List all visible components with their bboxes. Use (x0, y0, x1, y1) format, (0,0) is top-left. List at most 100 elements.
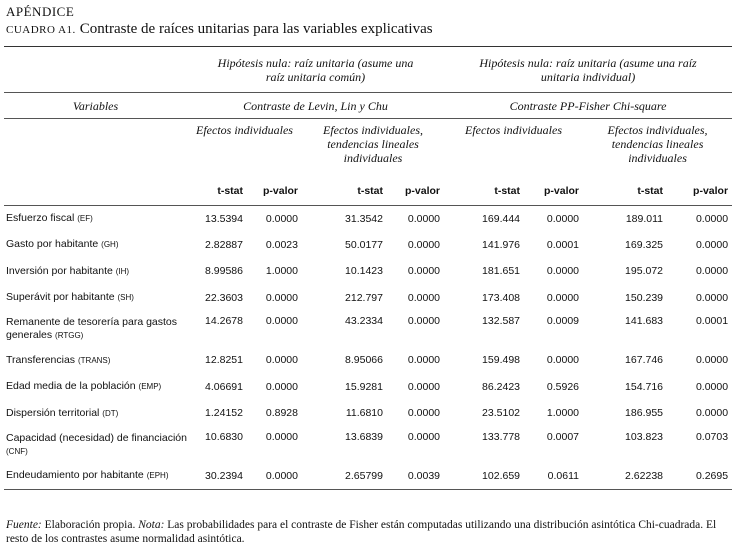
value-cell: 0.0000 (546, 354, 580, 367)
value-cell: 31.3542 (345, 212, 383, 225)
header: APÉNDICE CUADRO A1. Contraste de raíces … (6, 4, 433, 38)
value-cell: 4.06691 (205, 380, 243, 393)
footer: Fuente: Elaboración propia. Nota: Las pr… (6, 518, 736, 546)
data-row: Inversión por habitante (IH) 8.99586 1.000… (4, 258, 732, 285)
source: Elaboración propia. (44, 519, 136, 531)
value-cell: 0.0000 (695, 212, 729, 225)
variable-cell: Remanente de tesorería para gastos gener… (4, 311, 187, 347)
variable-name: Transferencias (6, 353, 76, 366)
value-cell: 103.823 (625, 430, 664, 443)
table-head: Hipótesis nula: raíz unitaria (asume una… (4, 46, 733, 206)
sub-header: Efectos individuales (465, 123, 562, 137)
value-cell: 0.0000 (695, 407, 729, 420)
variable-name: Remanente de tesorería para gastos gener… (6, 316, 178, 341)
value-cell: 0.0000 (546, 212, 580, 225)
value-cell: 0.0000 (265, 291, 298, 304)
empty-cell (4, 176, 187, 206)
column-header: t-stat (583, 176, 668, 206)
value-cell: 0.0000 (407, 430, 441, 443)
note: Las probabilidades para el contraste de … (6, 519, 717, 545)
value-cell: 12.8251 (205, 354, 243, 367)
value-cell: 154.716 (625, 380, 664, 393)
header-row: t-stat p-valor t-stat p-valor t-stat p-valor t… (4, 176, 733, 206)
sub-header: Efectos individuales (196, 123, 293, 137)
variable-cell: Inversión por habitante (IH) (4, 258, 187, 285)
column-header: p-valor (247, 176, 302, 206)
empty-cell (4, 46, 187, 93)
value-cell: 86.2423 (482, 380, 521, 393)
value-cell: 133.778 (482, 430, 521, 443)
value-cell: 0.0000 (407, 315, 441, 327)
variable-name: Dispersión territorial (6, 406, 100, 419)
value-cell: 159.498 (482, 354, 521, 367)
data-row: Superávit por habitante (SH) 22.3603 0.000… (4, 285, 732, 312)
variable-abbr: (SH) (117, 293, 134, 303)
data-row: Endeudamiento por habitante (EPH) 30.2394… (4, 462, 733, 490)
variable-cell: Dispersión territorial (DT) (4, 400, 187, 427)
value-cell: 0.0000 (407, 354, 441, 367)
column-header: p-valor (387, 176, 445, 206)
table-body: Esfuerzo fiscal (EF) 13.5394 0.0000 31.3542… (4, 205, 733, 490)
value-cell: 0.0000 (407, 265, 441, 278)
column-header: t-stat (302, 176, 387, 206)
variable-cell: Capacidad (necesidad) de financiación (C… (4, 427, 187, 463)
data-row: Remanente de tesorería para gastos gener… (4, 311, 732, 347)
value-cell: 0.0000 (265, 354, 298, 367)
data-row: Gasto por habitante (GH) 2.82887 0.0023 50.… (4, 232, 732, 259)
value-cell: 169.444 (482, 212, 521, 225)
data-row: Esfuerzo fiscal (EF) 13.5394 0.0000 31.3542… (4, 205, 732, 232)
data-row: Transferencias (TRANS) 12.8251 0.0000 8.950… (4, 347, 732, 374)
header-row: Efectos individuales Efectos individuales… (4, 119, 732, 177)
value-cell: 0.0009 (546, 315, 580, 327)
value-cell: 212.797 (345, 291, 383, 304)
variable-cell: Edad media de la población (EMP) (4, 374, 187, 401)
value-cell: 0.0000 (695, 291, 729, 304)
column-header: p-valor (524, 176, 584, 206)
variable-name: Edad media de la población (6, 380, 136, 393)
variable-name: Inversión por habitante (6, 264, 113, 277)
data-row: Edad media de la población (EMP) 4.06691 0… (4, 374, 732, 401)
value-cell: 0.0611 (524, 462, 584, 490)
value-cell: 22.3603 (205, 291, 243, 304)
variable-abbr: (EF) (77, 214, 93, 223)
value-cell: 0.0007 (546, 430, 580, 443)
value-cell: 186.955 (625, 407, 664, 420)
variable-abbr: (EPH) (146, 471, 169, 480)
variable-cell: Endeudamiento por habitante (EPH) (4, 462, 187, 490)
value-cell: 0.0000 (247, 462, 302, 490)
value-cell: 10.1423 (345, 265, 383, 278)
value-cell: 8.99586 (205, 265, 243, 278)
value-cell: 189.011 (625, 212, 664, 225)
value-cell: 0.0000 (407, 212, 441, 225)
table: Hipótesis nula: raíz unitaria (asume una… (4, 46, 733, 490)
test-header: Contraste de Levin, Lin y Chu (187, 92, 445, 119)
value-cell: 0.5926 (546, 380, 580, 393)
value-cell: 0.8928 (265, 407, 298, 420)
value-cell: 13.5394 (205, 212, 243, 225)
value-cell: 0.0000 (546, 291, 580, 304)
value-cell: 0.0703 (695, 430, 729, 443)
variable-abbr: (EMP) (138, 382, 162, 392)
variable-cell: Transferencias (TRANS) (4, 347, 187, 374)
value-cell: 0.0001 (546, 238, 580, 251)
value-cell: 0.0000 (546, 265, 580, 278)
variable-name: Esfuerzo fiscal (6, 212, 75, 224)
variable-abbr: (GH) (101, 240, 119, 250)
test-header: Contraste PP-Fisher Chi-square (444, 92, 733, 119)
variable-name: Gasto por habitante (6, 238, 99, 251)
variable-abbr: (TRANS) (77, 355, 111, 365)
value-cell: 0.2695 (667, 462, 733, 490)
empty-cell (4, 119, 187, 177)
value-cell: 23.5102 (482, 407, 521, 420)
variable-name: Capacidad (necesidad) de financiación (6, 431, 187, 444)
value-cell: 10.6830 (205, 430, 243, 443)
variable-abbr: (DT) (102, 408, 119, 418)
value-cell: 0.0001 (695, 315, 729, 327)
value-cell: 14.2678 (205, 315, 243, 327)
value-cell: 0.0000 (407, 380, 441, 393)
value-cell: 11.6810 (345, 407, 383, 420)
value-cell: 8.95066 (345, 354, 383, 367)
value-cell: 173.408 (482, 291, 521, 304)
value-cell: 15.9281 (345, 380, 383, 393)
